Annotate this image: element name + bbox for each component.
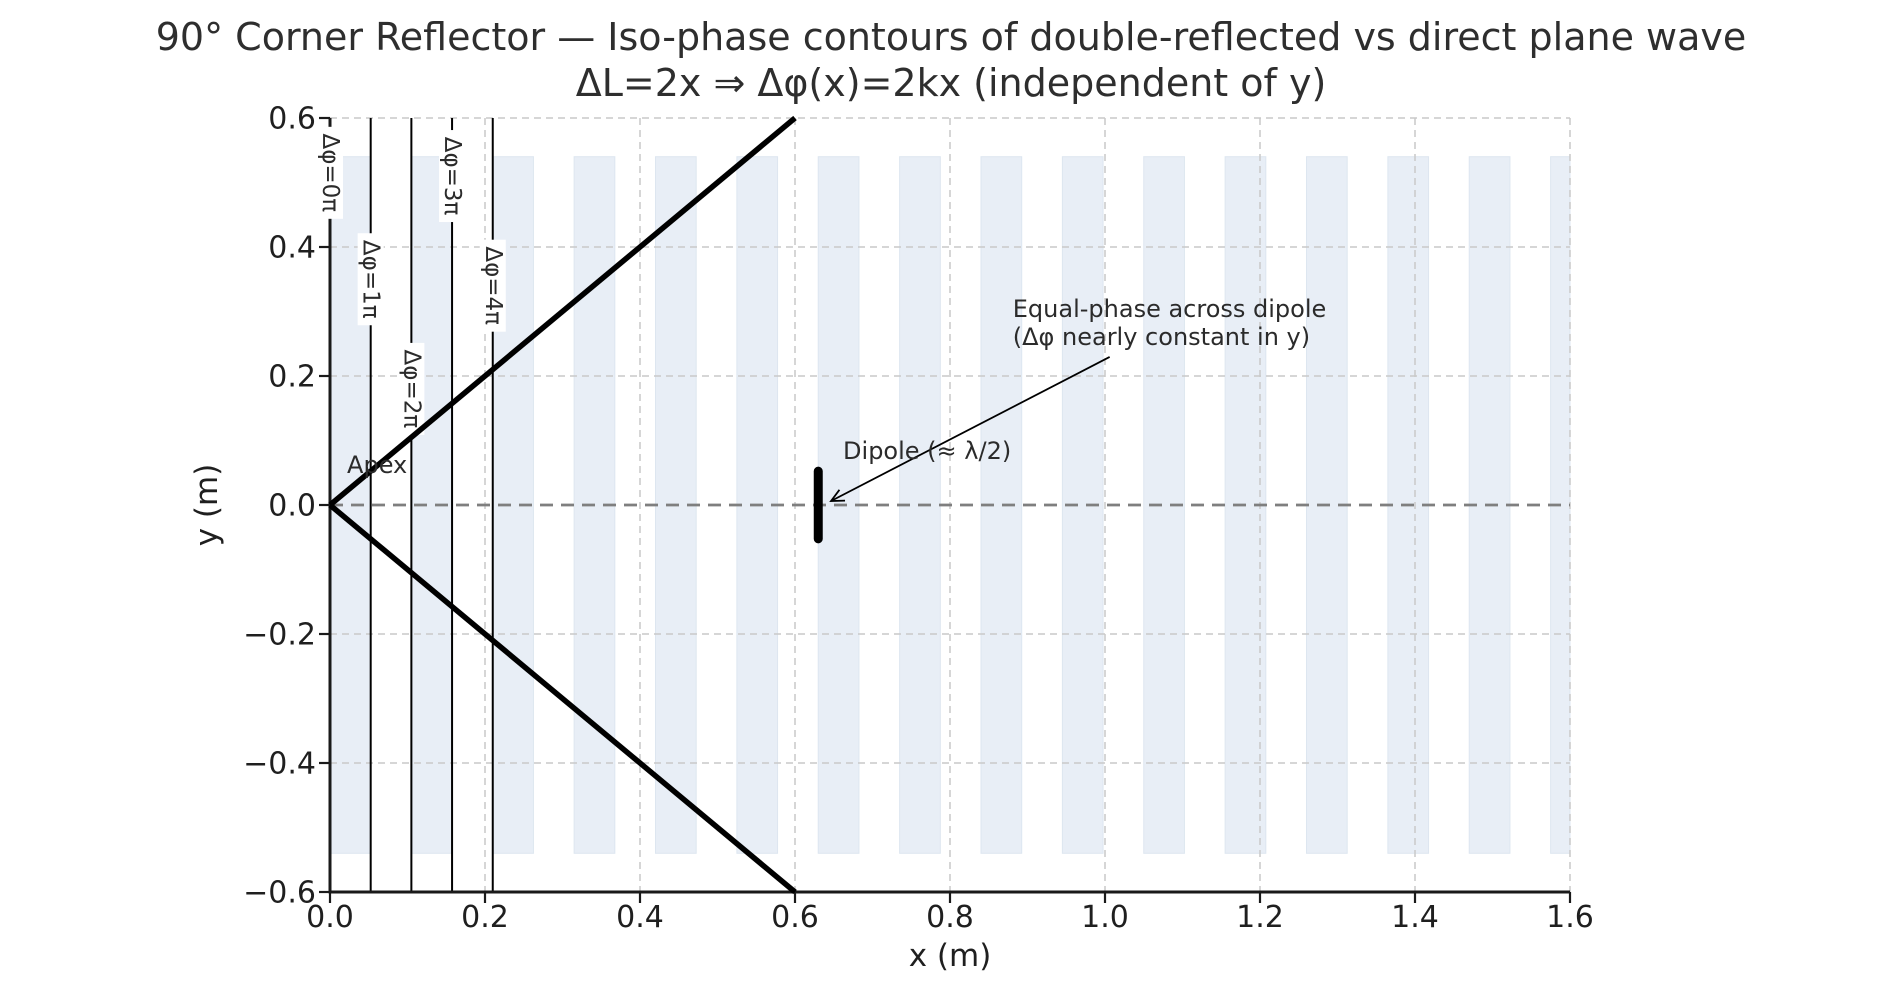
x-tick-label: 0.4 bbox=[616, 900, 664, 935]
y-axis-label: y (m) bbox=[189, 464, 225, 547]
y-tick-label: −0.6 bbox=[243, 876, 316, 911]
x-tick-label: 0.0 bbox=[306, 900, 354, 935]
reflector-upper-plate bbox=[328, 115, 797, 508]
chart-subtitle: ΔL=2x ⇒ Δφ(x)=2kx (independent of y) bbox=[575, 61, 1327, 105]
y-tick-label: 0.2 bbox=[268, 360, 316, 395]
contour-label-box bbox=[439, 130, 466, 223]
contour-label-box bbox=[398, 342, 425, 435]
dipole-label: Dipole (≈ λ/2) bbox=[843, 437, 1011, 465]
y-tick-label: 0.4 bbox=[268, 231, 316, 266]
x-tick-label: 0.8 bbox=[926, 900, 974, 935]
annotation-arrow-head bbox=[829, 489, 846, 502]
reflector-lower-plate bbox=[328, 502, 797, 895]
y-tick-label: −0.2 bbox=[243, 618, 316, 653]
y-tick-label: −0.4 bbox=[243, 747, 316, 782]
contour-label: Δφ=3π bbox=[439, 137, 465, 216]
contour-label-box bbox=[317, 126, 343, 219]
x-tick-label: 1.2 bbox=[1236, 900, 1284, 935]
y-tick-label: 0.0 bbox=[268, 489, 316, 524]
annotation-text-line2: (Δφ nearly constant in y) bbox=[1013, 323, 1310, 351]
apex-label: Apex bbox=[347, 451, 407, 479]
x-axis-label: x (m) bbox=[909, 938, 992, 974]
x-tick-label: 0.2 bbox=[461, 900, 509, 935]
contour-label-box bbox=[357, 233, 384, 326]
chart-title: 90° Corner Reflector — Iso-phase contour… bbox=[155, 15, 1747, 59]
x-tick-label: 0.6 bbox=[771, 900, 819, 935]
contour-label-box bbox=[479, 239, 506, 332]
x-tick-label: 1.4 bbox=[1391, 900, 1439, 935]
contour-label: Δφ=1π bbox=[358, 240, 384, 319]
x-tick-label: 1.0 bbox=[1081, 900, 1129, 935]
x-tick-label: 1.6 bbox=[1546, 900, 1594, 935]
contour-label: Δφ=0π bbox=[317, 133, 343, 212]
contour-label: Δφ=2π bbox=[398, 350, 424, 429]
annotation-arrow-shaft bbox=[830, 356, 1111, 502]
y-tick-label: 0.6 bbox=[268, 102, 316, 137]
annotation-text-line1: Equal-phase across dipole bbox=[1013, 295, 1327, 323]
contour-label: Δφ=4π bbox=[480, 246, 506, 325]
